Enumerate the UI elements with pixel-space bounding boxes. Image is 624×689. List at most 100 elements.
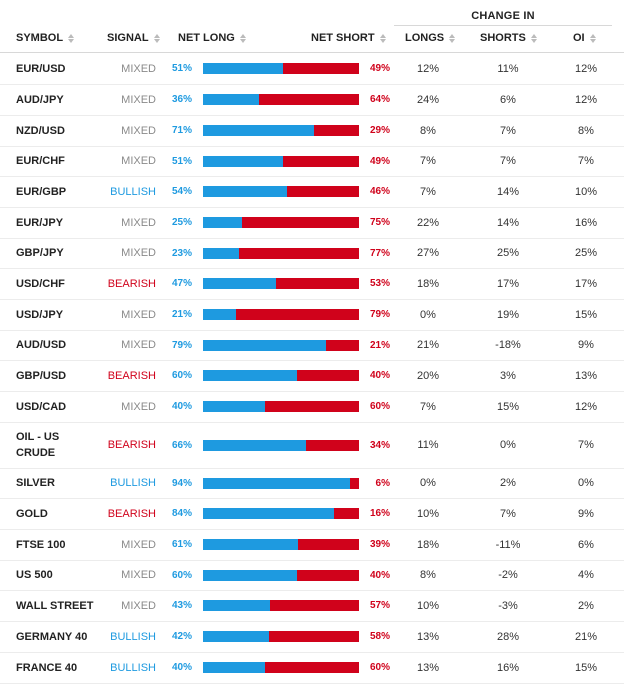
shorts-change-cell: 0%	[500, 439, 516, 451]
sentiment-bar	[203, 662, 359, 673]
symbol-cell[interactable]: AUD/JPY	[16, 93, 64, 106]
symbol-cell[interactable]: EUR/CHF	[16, 155, 65, 167]
table-row[interactable]: GBP/USD BEARISH 60% 40% 20% 3% 13%	[0, 360, 624, 392]
oi-change-cell: 6%	[578, 538, 594, 551]
shorts-change-cell: 17%	[496, 277, 520, 290]
longs-column-header[interactable]: LONGS	[405, 32, 456, 44]
net-long-column-header[interactable]: NET LONG	[178, 32, 246, 44]
oi-change-cell: 7%	[578, 155, 594, 167]
signal-cell: MIXED	[121, 339, 156, 351]
table-row[interactable]: AUD/USD MIXED 79% 21% 21% -18% 9%	[0, 330, 624, 361]
sort-icon	[153, 33, 160, 43]
net-short-bar-segment	[297, 370, 359, 381]
sentiment-bar	[203, 539, 359, 550]
net-short-percent: 40%	[369, 370, 390, 381]
net-long-bar-segment	[203, 508, 334, 519]
net-long-bar-segment	[203, 401, 265, 412]
sentiment-bar	[203, 94, 359, 105]
table-row[interactable]: FRANCE 40 BULLISH 40% 60% 13% 16% 15%	[0, 652, 624, 684]
oi-change-cell: 8%	[578, 124, 594, 137]
shorts-change-cell: 19%	[496, 308, 520, 321]
table-row[interactable]: EUR/JPY MIXED 25% 75% 22% 14% 16%	[0, 207, 624, 239]
symbol-cell[interactable]: GBP/USD	[16, 369, 67, 382]
net-long-bar-segment	[203, 600, 270, 611]
oi-change-cell: 12%	[574, 62, 598, 75]
net-short-percent: 77%	[369, 247, 390, 259]
net-short-header-label: NET SHORT	[311, 32, 375, 44]
symbol-cell[interactable]: NZD/USD	[16, 124, 65, 137]
table-row[interactable]: WALL STREET MIXED 43% 57% 10% -3% 2%	[0, 590, 624, 622]
table-row[interactable]: FTSE 100 MIXED 61% 39% 18% -11% 6%	[0, 529, 624, 561]
symbol-column-header[interactable]: SYMBOL	[16, 32, 75, 44]
net-short-bar-segment	[265, 401, 359, 412]
net-short-bar-segment	[269, 631, 359, 642]
oi-column-header[interactable]: OI	[573, 32, 596, 44]
symbol-cell[interactable]: FRANCE 40	[16, 661, 78, 674]
symbol-cell[interactable]: GBP/JPY	[16, 247, 64, 259]
table-row[interactable]: USD/JPY MIXED 21% 79% 0% 19% 15%	[0, 299, 624, 331]
net-short-bar-segment	[298, 539, 359, 550]
symbol-cell[interactable]: OIL - US CRUDE	[16, 431, 60, 459]
sentiment-bar	[203, 570, 359, 581]
table-row[interactable]: GBP/JPY MIXED 23% 77% 27% 25% 25%	[0, 238, 624, 269]
table-row[interactable]: EUR/CHF MIXED 51% 49% 7% 7% 7%	[0, 146, 624, 177]
net-short-percent: 49%	[369, 155, 390, 167]
symbol-cell[interactable]: GOLD	[16, 507, 48, 520]
longs-change-cell: 27%	[416, 247, 440, 259]
table-row[interactable]: US 500 MIXED 60% 40% 8% -2% 4%	[0, 560, 624, 591]
oi-change-cell: 2%	[578, 599, 594, 612]
shorts-change-cell: -11%	[495, 538, 521, 551]
sort-icon	[449, 33, 456, 43]
net-short-column-header[interactable]: NET SHORT	[311, 32, 386, 44]
symbol-cell[interactable]: WALL STREET	[16, 599, 94, 612]
symbol-cell[interactable]: USD/CHF	[16, 277, 65, 290]
longs-change-cell: 10%	[416, 507, 440, 520]
table-row[interactable]: SILVER BULLISH 94% 6% 0% 2% 0%	[0, 468, 624, 499]
net-long-percent: 84%	[171, 508, 192, 519]
sentiment-bar	[203, 217, 359, 228]
table-header: SYMBOL SIGNAL NET LONG NET SHORT LONGS S…	[0, 26, 624, 53]
net-short-percent: 60%	[369, 401, 390, 412]
symbol-header-label: SYMBOL	[16, 32, 64, 44]
table-row[interactable]: GOLD BEARISH 84% 16% 10% 7% 9%	[0, 498, 624, 530]
longs-change-cell: 0%	[420, 477, 436, 489]
net-long-percent: 71%	[171, 125, 192, 136]
symbol-cell[interactable]: GERMANY 40	[16, 630, 88, 643]
symbol-cell[interactable]: SILVER	[16, 477, 55, 489]
table-row[interactable]: GERMANY 40 BULLISH 42% 58% 13% 28% 21%	[0, 621, 624, 653]
symbol-cell[interactable]: USD/JPY	[16, 308, 64, 321]
net-short-bar-segment	[283, 156, 359, 167]
net-short-percent: 49%	[369, 63, 390, 74]
table-row[interactable]: EUR/USD MIXED 51% 49% 12% 11% 12%	[0, 53, 624, 85]
net-long-bar-segment	[203, 94, 259, 105]
shorts-column-header[interactable]: SHORTS	[480, 32, 537, 44]
net-short-bar-segment	[283, 63, 359, 74]
net-long-percent: 40%	[171, 401, 192, 412]
symbol-cell[interactable]: AUD/USD	[16, 339, 67, 351]
table-row[interactable]: EUR/GBP BULLISH 54% 46% 7% 14% 10%	[0, 176, 624, 208]
table-row[interactable]: USD/CAD MIXED 40% 60% 7% 15% 12%	[0, 391, 624, 423]
longs-change-cell: 20%	[416, 369, 440, 382]
net-short-bar-segment	[236, 309, 359, 320]
net-short-bar-segment	[259, 94, 359, 105]
signal-column-header[interactable]: SIGNAL	[107, 32, 160, 44]
symbol-cell[interactable]: US 500	[16, 569, 53, 581]
table-row[interactable]: AUD/JPY MIXED 36% 64% 24% 6% 12%	[0, 84, 624, 116]
net-short-bar-segment	[242, 217, 359, 228]
sentiment-bar	[203, 125, 359, 136]
net-short-percent: 53%	[369, 278, 390, 289]
symbol-cell[interactable]: EUR/USD	[16, 62, 66, 75]
longs-change-cell: 21%	[416, 339, 440, 351]
sentiment-bar	[203, 186, 359, 197]
symbol-cell[interactable]: EUR/JPY	[16, 216, 64, 229]
net-short-bar-segment	[306, 440, 359, 451]
table-row[interactable]: OIL - US CRUDE BEARISH 66% 34% 11% 0% 7%	[0, 422, 624, 469]
symbol-cell[interactable]: FTSE 100	[16, 538, 66, 551]
table-row[interactable]: USD/CHF BEARISH 47% 53% 18% 17% 17%	[0, 268, 624, 300]
net-short-percent: 6%	[375, 477, 390, 489]
table-row[interactable]: NZD/USD MIXED 71% 29% 8% 7% 8%	[0, 115, 624, 147]
symbol-cell[interactable]: EUR/GBP	[16, 185, 67, 198]
net-long-percent: 25%	[171, 217, 192, 228]
symbol-cell[interactable]: USD/CAD	[16, 400, 67, 413]
shorts-change-cell: 2%	[500, 477, 516, 489]
